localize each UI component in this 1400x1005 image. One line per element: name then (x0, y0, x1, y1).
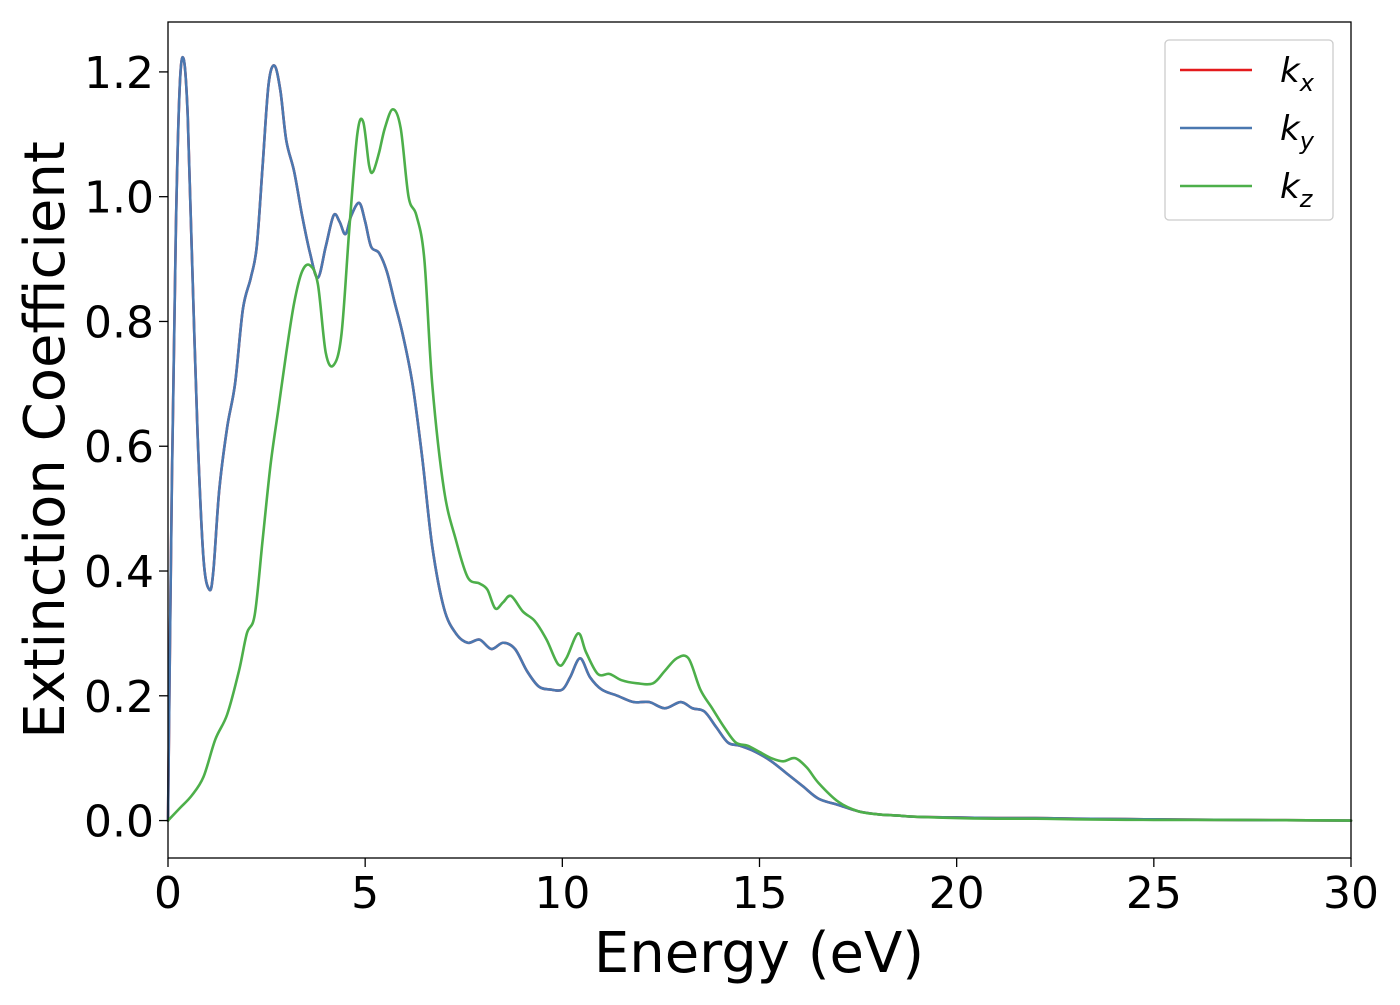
x-axis: 0 5 10 15 20 25 30 (154, 858, 1379, 919)
legend-label-subscript: x (1299, 69, 1315, 97)
y-tick-label: 0.0 (84, 797, 154, 848)
y-tick-label: 1.2 (84, 48, 154, 99)
y-tick-label: 1.0 (84, 173, 154, 224)
legend-label-kz: kz (1280, 167, 1314, 213)
x-axis-label: Energy (eV) (594, 921, 924, 986)
y-tick-label: 0.6 (84, 422, 154, 473)
x-tick-label: 0 (154, 868, 182, 919)
y-tick-label: 0.2 (84, 672, 154, 723)
x-tick-label: 25 (1126, 868, 1182, 919)
legend-label-ky: ky (1280, 109, 1315, 155)
x-tick-label: 5 (351, 868, 379, 919)
x-tick-label: 20 (929, 868, 985, 919)
legend-label-subscript: y (1299, 127, 1315, 155)
y-tick-label: 0.4 (84, 547, 154, 598)
y-axis: 0.0 0.2 0.4 0.6 0.8 1.0 1.2 (84, 48, 168, 848)
legend-label-main: k (1280, 109, 1301, 149)
x-tick-label: 10 (534, 868, 590, 919)
legend-box (1164, 39, 1334, 221)
legend-label-main: k (1280, 167, 1301, 207)
y-axis-label: Extinction Coefficient (13, 141, 78, 739)
x-tick-label: 15 (732, 868, 788, 919)
series-line-kz (166, 108, 1353, 822)
legend-label-subscript: z (1299, 185, 1314, 213)
x-tick-label: 30 (1323, 868, 1379, 919)
y-tick-label: 0.8 (84, 297, 154, 348)
legend-label-main: k (1280, 51, 1301, 91)
series-line-ky (166, 55, 1353, 822)
plot-lines (166, 55, 1353, 822)
legend-label-kx: kx (1280, 51, 1315, 97)
